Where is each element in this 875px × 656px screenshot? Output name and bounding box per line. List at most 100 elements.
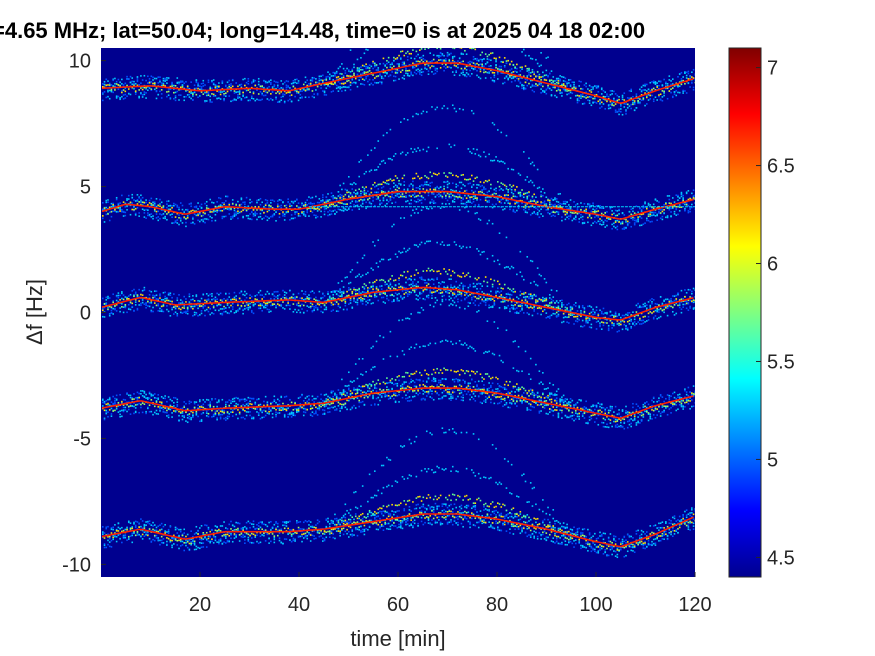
speckle	[339, 202, 341, 204]
harmonic-speckle	[491, 52, 494, 54]
speckle	[339, 87, 341, 90]
speckle	[568, 208, 570, 210]
speckle	[237, 303, 239, 305]
harmonic-speckle	[412, 49, 414, 51]
speckle	[451, 194, 454, 197]
speckle	[334, 209, 336, 211]
speckle	[219, 308, 222, 310]
speckle	[273, 303, 276, 305]
speckle	[244, 290, 246, 293]
speckle	[334, 213, 336, 215]
harmonic-speckle	[510, 186, 513, 188]
harmonic-speckle	[375, 168, 378, 171]
speckle	[195, 205, 198, 208]
speckle	[477, 191, 480, 193]
speckle	[483, 68, 485, 71]
speckle	[230, 298, 232, 301]
speckle	[514, 79, 516, 82]
speckle	[218, 205, 220, 207]
harmonic-speckle	[342, 292, 345, 295]
speckle	[114, 205, 116, 207]
speckle	[502, 82, 504, 85]
speckle	[356, 204, 359, 207]
speckle	[412, 283, 414, 285]
harmonic-speckle	[335, 70, 338, 73]
speckle	[394, 184, 397, 187]
speckle	[237, 96, 239, 98]
speckle	[481, 58, 484, 61]
speckle	[493, 71, 496, 74]
speckle	[266, 216, 269, 218]
speckle	[600, 215, 603, 218]
speckle	[441, 59, 444, 61]
speckle	[131, 302, 134, 305]
harmonic-speckle	[325, 302, 328, 304]
speckle	[323, 91, 326, 94]
harmonic-speckle	[497, 129, 499, 131]
speckle	[242, 308, 244, 311]
harmonic-speckle	[358, 161, 360, 163]
harmonic-speckle	[380, 160, 383, 163]
speckle	[446, 192, 449, 195]
speckle	[372, 196, 374, 199]
speckle	[417, 198, 419, 201]
speckle	[155, 205, 158, 208]
speckle	[618, 213, 620, 215]
speckle	[119, 298, 121, 301]
harmonic-speckle	[356, 58, 359, 61]
speckle	[396, 71, 399, 74]
speckle	[680, 191, 683, 194]
speckle	[316, 201, 319, 204]
speckle	[408, 291, 411, 293]
speckle	[377, 69, 380, 72]
speckle	[673, 204, 676, 207]
speckle	[259, 212, 262, 215]
speckle	[233, 291, 236, 294]
speckle	[451, 61, 454, 63]
speckle	[458, 181, 461, 184]
speckle	[509, 69, 511, 72]
speckle	[107, 90, 109, 93]
speckle	[554, 211, 556, 214]
speckle	[386, 66, 388, 69]
speckle	[413, 57, 416, 60]
speckle	[328, 73, 331, 76]
speckle	[507, 202, 509, 204]
speckle	[337, 303, 340, 305]
speckle	[361, 83, 364, 85]
speckle	[413, 71, 416, 74]
harmonic-speckle	[391, 225, 393, 228]
speckle	[150, 81, 153, 83]
speckle	[521, 83, 523, 86]
speckle	[606, 220, 608, 222]
speckle	[387, 299, 390, 302]
speckle	[339, 193, 341, 196]
speckle	[235, 295, 237, 297]
speckle	[658, 201, 660, 203]
speckle	[292, 82, 295, 84]
speckle	[228, 213, 231, 215]
speckle	[209, 301, 212, 304]
speckle	[322, 296, 324, 299]
speckle	[382, 62, 385, 65]
harmonic-speckle	[351, 290, 354, 293]
harmonic-speckle	[427, 48, 430, 50]
speckle	[569, 215, 572, 218]
speckle	[422, 61, 425, 63]
speckle	[626, 222, 629, 225]
speckle	[263, 296, 265, 298]
speckle	[169, 208, 172, 211]
speckle	[555, 79, 558, 82]
speckle	[134, 90, 137, 92]
speckle	[446, 186, 449, 189]
speckle	[199, 95, 201, 97]
speckle	[114, 305, 116, 307]
speckle	[375, 295, 378, 298]
speckle	[292, 293, 295, 296]
speckle	[415, 283, 418, 285]
speckle	[107, 199, 109, 201]
speckle	[486, 196, 489, 198]
speckle	[283, 215, 286, 217]
speckle	[548, 72, 551, 75]
speckle	[327, 293, 329, 295]
